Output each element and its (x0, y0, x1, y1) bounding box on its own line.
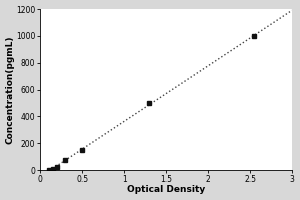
X-axis label: Optical Density: Optical Density (127, 185, 205, 194)
Y-axis label: Concentration(pgmL): Concentration(pgmL) (6, 35, 15, 144)
